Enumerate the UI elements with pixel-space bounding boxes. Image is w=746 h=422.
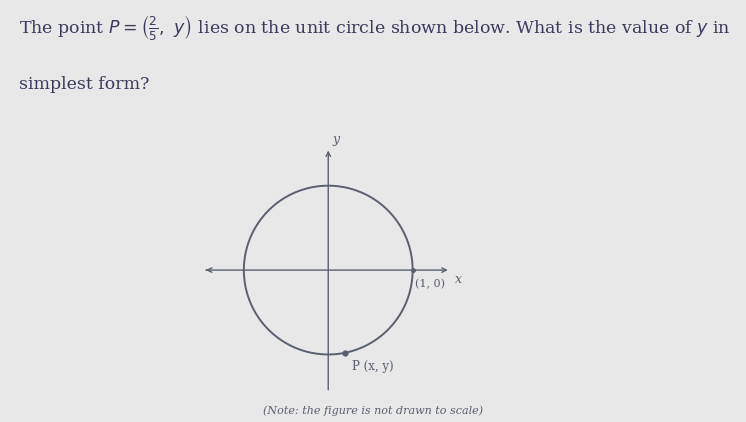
Text: (Note: the figure is not drawn to scale): (Note: the figure is not drawn to scale) [263, 405, 483, 416]
Text: y: y [333, 133, 339, 146]
Text: simplest form?: simplest form? [19, 76, 149, 93]
Text: P (x, y): P (x, y) [352, 360, 393, 373]
Text: x: x [455, 273, 462, 286]
Text: (1, 0): (1, 0) [416, 279, 445, 289]
Text: The point $P = \left(\frac{2}{5},\ y\right)$ lies on the unit circle shown below: The point $P = \left(\frac{2}{5},\ y\rig… [19, 13, 730, 42]
